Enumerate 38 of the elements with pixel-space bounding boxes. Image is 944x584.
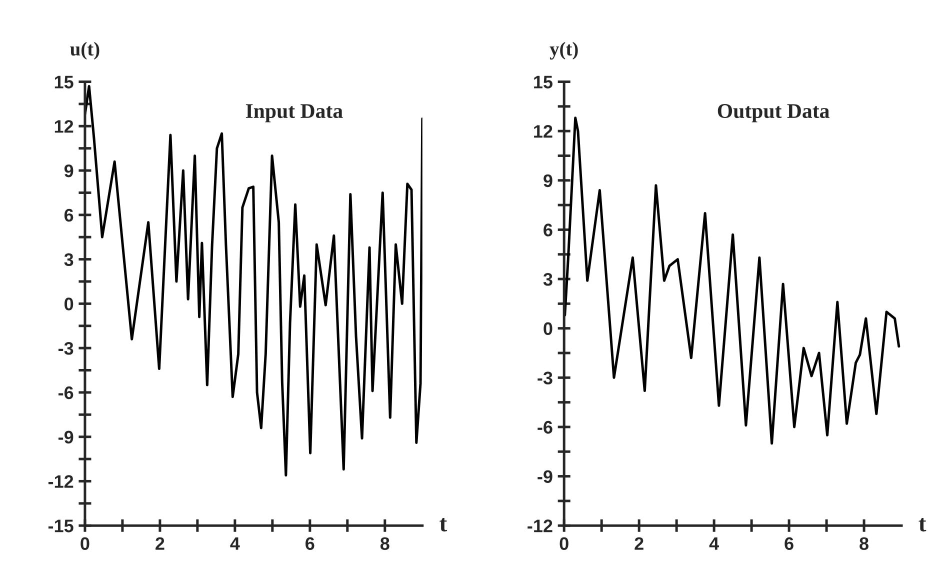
y-tick-label: 15 bbox=[54, 76, 74, 88]
x-tick-label: 6 bbox=[784, 537, 794, 550]
y-tick-label: 0 bbox=[544, 322, 552, 336]
x-tick-label: 4 bbox=[230, 537, 240, 550]
y-tick-label: -6 bbox=[58, 386, 74, 400]
x-tick-label: 2 bbox=[156, 537, 164, 550]
text: Output Data bbox=[718, 104, 830, 122]
y-tick-label: 3 bbox=[543, 272, 552, 286]
y-tick-label: 15 bbox=[534, 76, 552, 88]
y-tick-label: -6 bbox=[538, 420, 552, 434]
y-tick-label: 0 bbox=[64, 298, 74, 310]
y-tick-label: 9 bbox=[64, 164, 74, 178]
y-tick-label: -9 bbox=[538, 470, 552, 484]
y-tick-label: 12 bbox=[534, 125, 552, 138]
y-tick-label: -12 bbox=[48, 475, 74, 488]
line-series bbox=[84, 84, 422, 477]
y-axis-title: y(t) bbox=[550, 42, 578, 60]
y-tick-label: -12 bbox=[528, 520, 552, 532]
x-axis-title: t bbox=[918, 518, 926, 532]
y-tick-label: 9 bbox=[544, 174, 552, 188]
y-tick-label: -15 bbox=[48, 520, 74, 532]
y-axis-title: u(t) bbox=[70, 42, 100, 60]
x-tick-label: 8 bbox=[380, 537, 390, 550]
y-tick-label: 6 bbox=[64, 208, 74, 222]
y-tick-label: -3 bbox=[538, 372, 552, 384]
x-tick-label: 6 bbox=[306, 537, 314, 550]
x-axis-title: t bbox=[440, 518, 448, 532]
text: Input Data bbox=[246, 104, 343, 122]
y-tick-label: 6 bbox=[544, 224, 552, 236]
y-tick-label: 12 bbox=[54, 120, 74, 133]
y-tick-label: 3 bbox=[64, 253, 74, 266]
x-tick-label: 0 bbox=[80, 537, 90, 550]
x-tick-label: 8 bbox=[860, 537, 868, 550]
y-tick-label: -3 bbox=[58, 342, 74, 355]
x-tick-label: 4 bbox=[709, 537, 719, 550]
y-tick-label: -9 bbox=[58, 430, 74, 444]
x-tick-label: 0 bbox=[560, 537, 568, 550]
x-tick-label: 2 bbox=[634, 537, 644, 550]
